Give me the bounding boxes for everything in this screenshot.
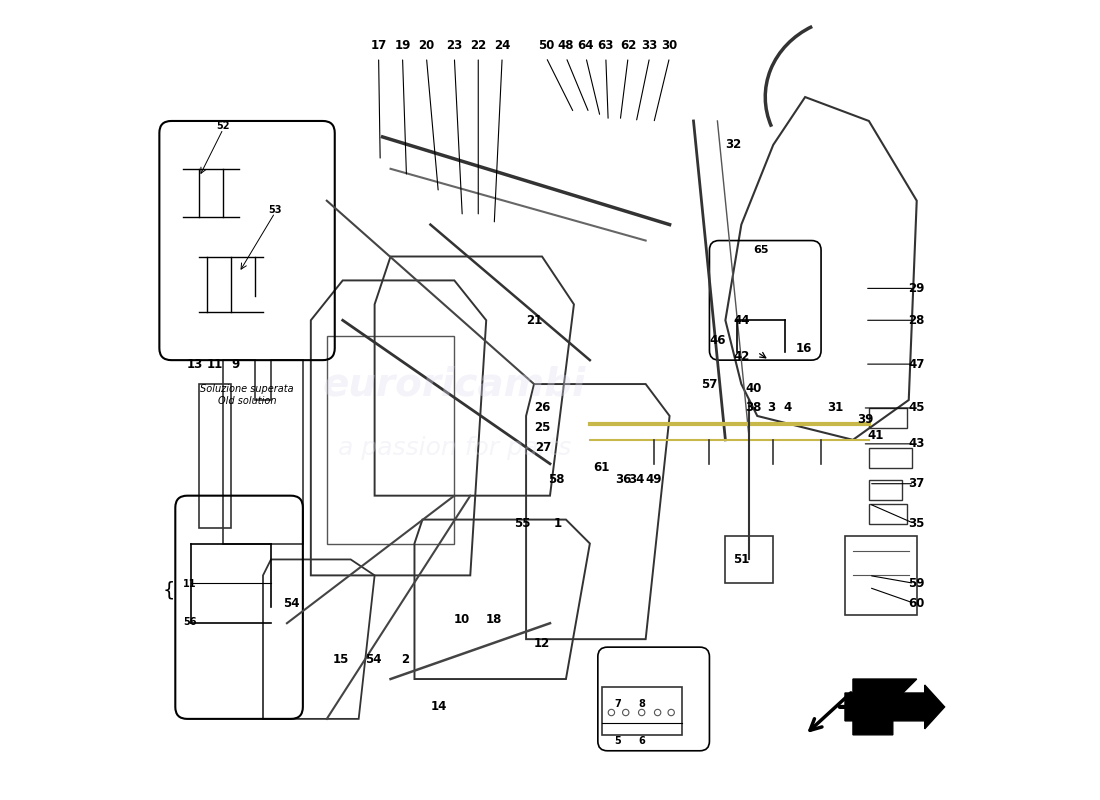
Text: 65: 65	[754, 245, 769, 254]
Text: 13: 13	[187, 358, 204, 370]
Bar	[869, 504, 907, 523]
Text: 22: 22	[470, 38, 486, 52]
Bar	[869, 480, 902, 500]
Text: 41: 41	[867, 430, 883, 442]
Bar	[602, 687, 682, 735]
Text: 58: 58	[548, 474, 564, 486]
Bar	[869, 448, 912, 468]
Text: 24: 24	[494, 38, 510, 52]
Text: 6: 6	[638, 736, 645, 746]
Text: 60: 60	[909, 597, 925, 610]
Text: 27: 27	[536, 442, 552, 454]
Text: 16: 16	[795, 342, 812, 354]
Text: 55: 55	[514, 517, 530, 530]
Bar	[725, 535, 773, 583]
Text: Soluzione superata
Old solution: Soluzione superata Old solution	[200, 384, 294, 406]
Text: 59: 59	[909, 577, 925, 590]
Text: 50: 50	[538, 38, 554, 52]
Text: 36: 36	[615, 474, 631, 486]
Text: 54: 54	[283, 597, 299, 610]
Text: 11: 11	[183, 579, 197, 590]
Text: 23: 23	[447, 38, 462, 52]
Text: 48: 48	[558, 38, 574, 52]
Text: 4: 4	[783, 402, 792, 414]
Text: 25: 25	[534, 422, 550, 434]
Text: 15: 15	[333, 653, 350, 666]
Text: 38: 38	[745, 402, 761, 414]
Text: 52: 52	[217, 121, 230, 131]
Text: 19: 19	[394, 38, 410, 52]
Text: 1: 1	[554, 517, 562, 530]
Text: 56: 56	[183, 617, 197, 627]
Text: 40: 40	[745, 382, 761, 394]
Bar	[845, 535, 916, 615]
Text: 31: 31	[827, 402, 844, 414]
Text: 42: 42	[733, 350, 749, 362]
Text: 47: 47	[909, 358, 925, 370]
Text: 46: 46	[710, 334, 726, 346]
Text: 3: 3	[768, 402, 776, 414]
Text: 33: 33	[641, 38, 658, 52]
Text: 63: 63	[597, 38, 614, 52]
Text: 43: 43	[909, 438, 925, 450]
Text: a passion for parts: a passion for parts	[338, 436, 571, 460]
Text: 20: 20	[418, 38, 434, 52]
Text: 7: 7	[615, 699, 622, 709]
Text: 12: 12	[534, 637, 550, 650]
Text: {: {	[163, 580, 175, 599]
Text: 49: 49	[646, 474, 662, 486]
Text: 45: 45	[909, 402, 925, 414]
Text: 44: 44	[733, 314, 749, 326]
Text: 28: 28	[909, 314, 925, 326]
Text: 64: 64	[578, 38, 594, 52]
Text: 26: 26	[534, 402, 550, 414]
Bar	[869, 408, 907, 428]
Text: 18: 18	[486, 613, 503, 626]
Text: 34: 34	[628, 474, 645, 486]
Text: 10: 10	[454, 613, 471, 626]
Text: 21: 21	[526, 314, 542, 326]
Polygon shape	[916, 695, 940, 719]
Text: 62: 62	[620, 38, 636, 52]
Text: 5: 5	[615, 736, 622, 746]
Text: 14: 14	[430, 701, 447, 714]
Text: 2: 2	[400, 653, 409, 666]
Text: 17: 17	[371, 38, 387, 52]
Text: 11: 11	[207, 358, 223, 370]
Text: 53: 53	[268, 205, 282, 214]
FancyArrow shape	[845, 685, 945, 729]
Polygon shape	[852, 679, 916, 735]
Text: 39: 39	[857, 414, 873, 426]
Text: 29: 29	[909, 282, 925, 295]
Text: euroricambi: euroricambi	[322, 365, 586, 403]
Text: 8: 8	[638, 699, 645, 709]
Text: 61: 61	[594, 462, 610, 474]
Text: 51: 51	[733, 553, 749, 566]
Text: 37: 37	[909, 478, 925, 490]
Text: 57: 57	[702, 378, 717, 390]
Text: 9: 9	[231, 358, 239, 370]
Text: 35: 35	[909, 517, 925, 530]
Text: 54: 54	[365, 653, 382, 666]
Text: 32: 32	[725, 138, 741, 151]
Text: 30: 30	[661, 38, 678, 52]
